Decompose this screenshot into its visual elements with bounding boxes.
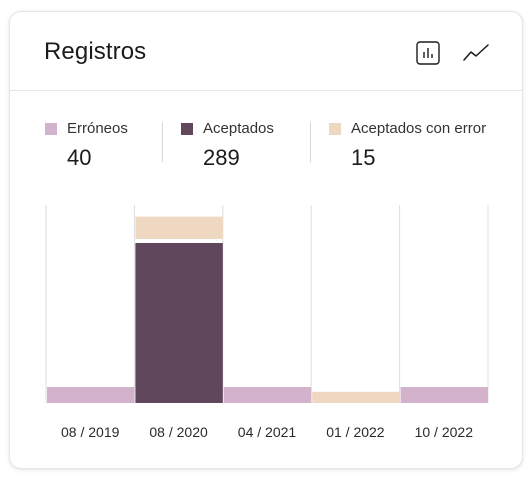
x-tick-label: 01 / 2022 xyxy=(326,424,385,440)
bar-chart-toggle-button[interactable] xyxy=(415,40,441,66)
legend: Erróneos 40 Aceptados 289 Aceptados con … xyxy=(10,90,522,200)
line-chart-toggle-button[interactable] xyxy=(463,40,489,66)
legend-value: 289 xyxy=(203,145,240,170)
legend-divider xyxy=(310,122,311,162)
bar-segment[interactable] xyxy=(312,391,400,403)
bar-segment[interactable] xyxy=(135,243,223,403)
x-tick-label: 08 / 2020 xyxy=(149,424,208,440)
legend-swatch-erroneos xyxy=(45,122,57,135)
bar-segment[interactable] xyxy=(47,387,135,403)
legend-swatch-aceptados-con-error xyxy=(329,122,341,135)
bar-segment[interactable] xyxy=(135,216,223,239)
card-title: Registros xyxy=(44,38,147,65)
legend-swatch-aceptados xyxy=(181,122,193,135)
x-tick-label: 04 / 2021 xyxy=(238,424,297,440)
legend-label: Erróneos xyxy=(67,120,128,137)
legend-value: 40 xyxy=(67,145,92,170)
line-chart-icon xyxy=(463,44,489,61)
legend-label: Aceptados xyxy=(203,120,274,137)
legend-value: 15 xyxy=(351,145,376,170)
legend-item-erroneos: Erróneos 40 xyxy=(45,120,128,171)
legend-divider xyxy=(162,122,163,162)
stacked-bar-chart: 08 / 2019 08 / 2020 04 / 2021 01 / 2022 10 /… xyxy=(45,205,489,440)
registros-card: Registros Erróneos 40 xyxy=(9,11,523,469)
bar-segment[interactable] xyxy=(223,387,312,403)
legend-item-aceptados: Aceptados 289 xyxy=(181,120,274,171)
x-tick-label: 08 / 2019 xyxy=(61,424,120,440)
bar-segment[interactable] xyxy=(400,387,488,403)
legend-label: Aceptados con error xyxy=(351,120,487,137)
legend-item-aceptados-con-error: Aceptados con error 15 xyxy=(329,120,486,171)
bar-chart-icon xyxy=(416,41,440,65)
card-header: Registros xyxy=(10,12,522,91)
x-tick-label: 10 / 2022 xyxy=(415,424,474,440)
